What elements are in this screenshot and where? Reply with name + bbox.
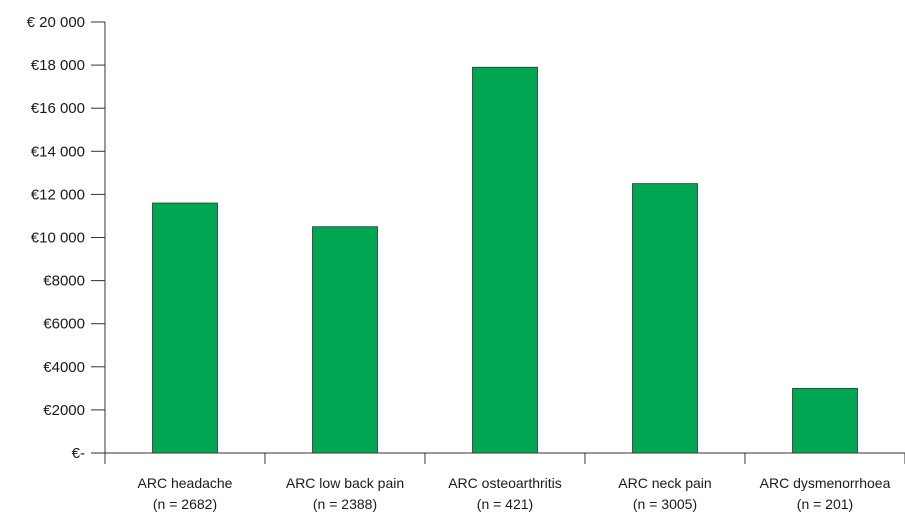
x-tick-label: (n = 2682): [153, 496, 217, 512]
x-tick-label: ARC low back pain: [286, 475, 404, 491]
x-tick-label: ARC neck pain: [618, 475, 711, 491]
x-tick-label: (n = 201): [797, 496, 853, 512]
y-tick-label: €8000: [43, 273, 85, 290]
x-tick-label: (n = 421): [477, 496, 533, 512]
bar: [312, 226, 378, 454]
x-tick-label: (n = 2388): [313, 496, 377, 512]
x-axis-labels: ARC headache (n = 2682) ARC low back pain (…: [138, 475, 891, 512]
y-axis: €- €2000 €4000 €6000 €8000 €10 000 €12 000 €14 …: [27, 14, 106, 462]
x-tick-label: (n = 3005): [633, 496, 697, 512]
y-tick-label: €2000: [43, 402, 85, 419]
y-tick-label: €14 000: [31, 143, 85, 160]
x-tick-label: ARC headache: [138, 475, 233, 491]
y-tick-label: €16 000: [31, 100, 85, 117]
bar: [152, 202, 218, 454]
y-tick-label: €4000: [43, 359, 85, 376]
bar: [792, 387, 858, 454]
bar: [632, 183, 698, 454]
y-tick-label: €6000: [43, 316, 85, 333]
bar: [472, 66, 538, 454]
y-tick-label: €18 000: [31, 57, 85, 74]
y-tick-label: €10 000: [31, 230, 85, 247]
y-tick-label: €-: [72, 445, 85, 462]
bars: [152, 66, 858, 454]
x-tick-label: ARC dysmenorrhoea: [760, 475, 891, 491]
x-axis: [104, 452, 905, 464]
y-tick-label: €12 000: [31, 186, 85, 203]
y-tick-label: € 20 000: [27, 14, 85, 31]
x-tick-label: ARC osteoarthritis: [448, 475, 562, 491]
